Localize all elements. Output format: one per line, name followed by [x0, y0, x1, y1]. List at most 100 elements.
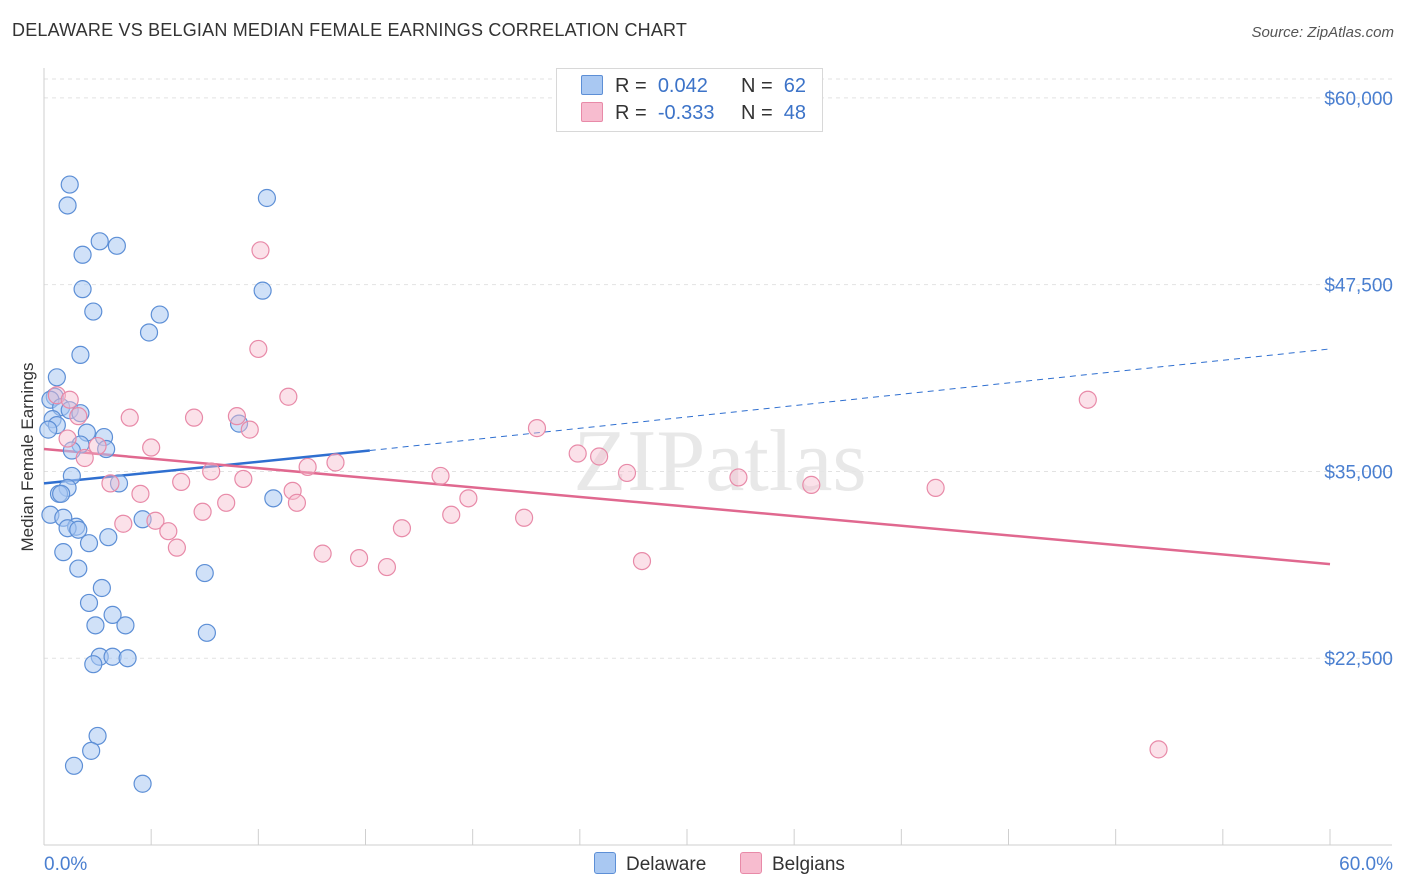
- belgians-swatch: [740, 852, 762, 874]
- legend-n-value: 48: [783, 102, 806, 124]
- belgians-point: [926, 478, 945, 497]
- belgians-point: [234, 469, 253, 489]
- y-tick-label: $22,500: [1324, 649, 1393, 670]
- belgians-point: [298, 457, 317, 477]
- delaware-point: [99, 528, 118, 547]
- stats-legend: R = 0.042 N = 62 R = -0.333 N = 48: [556, 68, 823, 132]
- trend-lines: [43, 348, 1331, 566]
- delaware-point: [60, 175, 79, 194]
- belgians-point: [1149, 740, 1168, 759]
- legend-swatch-belgians: [581, 102, 603, 122]
- x-ticks: [150, 829, 1331, 845]
- chart-title: DELAWARE VS BELGIAN MEDIAN FEMALE EARNIN…: [12, 20, 688, 40]
- delaware-point: [257, 188, 277, 208]
- legend-item-belgians: Belgians: [740, 852, 845, 876]
- delaware-point: [118, 649, 137, 668]
- belgians-point: [167, 538, 186, 557]
- delaware-point: [71, 404, 90, 423]
- legend-n-label: N =: [740, 102, 773, 124]
- y-tick-label: $47,500: [1324, 276, 1393, 297]
- y-axis-label: Median Female Earnings: [18, 363, 37, 552]
- y-tick-labels: $22,500 $35,000 $47,500 $60,000: [1324, 89, 1393, 670]
- delaware-point: [264, 489, 283, 508]
- legend-n-label: N =: [740, 75, 773, 97]
- delaware-point: [54, 543, 73, 562]
- delaware-point: [39, 420, 58, 439]
- legend-item-delaware: Delaware: [594, 852, 706, 876]
- delaware-point: [150, 305, 169, 324]
- belgians-point: [527, 419, 547, 438]
- legend-r-value: -0.333: [657, 102, 715, 124]
- legend-swatch-delaware: [581, 75, 603, 95]
- belgians-point: [58, 429, 77, 448]
- belgians-point: [377, 557, 397, 577]
- delaware-point: [69, 520, 88, 539]
- belgians-point: [146, 511, 165, 530]
- belgians-point: [326, 453, 345, 472]
- legend-row-belgians: R = -0.333 N = 48: [581, 102, 806, 126]
- belgians-point: [392, 519, 412, 538]
- belgians-point: [227, 407, 246, 426]
- delaware-points: [39, 175, 283, 793]
- belgians-point: [590, 447, 609, 466]
- belgians-point: [69, 407, 88, 426]
- belgians-point: [515, 508, 534, 527]
- belgians-point: [131, 484, 150, 503]
- delaware-point: [103, 605, 122, 624]
- delaware-point: [79, 534, 99, 553]
- belgians-point: [313, 544, 332, 563]
- belgians-point: [1078, 390, 1097, 409]
- delaware-point: [133, 774, 152, 793]
- belgians-label: Belgians: [772, 854, 845, 875]
- belgians-point: [251, 241, 270, 260]
- delaware-point: [47, 368, 66, 387]
- delaware-point: [103, 647, 122, 666]
- belgians-point: [442, 505, 461, 524]
- belgians-point: [802, 475, 821, 494]
- delaware-label: Delaware: [626, 854, 707, 875]
- belgians-point: [193, 502, 212, 521]
- delaware-point: [253, 281, 272, 300]
- delaware-trend-extension: [369, 348, 1331, 452]
- belgians-point: [202, 462, 221, 481]
- delaware-point: [69, 559, 88, 578]
- belgians-point: [632, 551, 652, 571]
- source-label: Source: ZipAtlas.com: [1251, 24, 1394, 41]
- x-tick-label-start: 0.0%: [44, 854, 87, 875]
- delaware-point: [71, 345, 90, 364]
- y-tick-label: $35,000: [1324, 462, 1393, 483]
- delaware-point: [82, 741, 101, 760]
- delaware-point: [84, 655, 103, 674]
- delaware-point: [107, 236, 126, 255]
- delaware-point: [64, 756, 84, 775]
- delaware-point: [73, 280, 92, 299]
- delaware-point: [79, 593, 99, 613]
- belgians-point: [431, 466, 450, 486]
- delaware-point: [116, 616, 135, 635]
- belgians-point: [349, 549, 369, 568]
- legend-row-delaware: R = 0.042 N = 62: [581, 75, 806, 99]
- legend-r-label: R =: [615, 102, 647, 124]
- belgians-point: [279, 387, 298, 406]
- delaware-trend-line: [43, 449, 370, 485]
- belgians-point: [287, 493, 307, 512]
- delaware-point: [197, 623, 216, 642]
- belgians-point: [617, 463, 637, 483]
- watermark: ZIPatlas: [573, 413, 866, 510]
- delaware-point: [86, 616, 105, 635]
- delaware-point: [90, 232, 109, 251]
- belgians-point: [114, 514, 133, 533]
- delaware-point: [92, 578, 111, 598]
- belgians-point: [142, 438, 161, 457]
- delaware-point: [229, 414, 249, 433]
- delaware-point: [73, 245, 92, 264]
- delaware-point: [84, 302, 103, 321]
- belgians-point: [172, 472, 191, 492]
- belgians-point: [568, 444, 587, 463]
- belgians-points: [47, 241, 1168, 759]
- legend-r-value: 0.042: [657, 75, 708, 97]
- belgians-point: [159, 522, 178, 541]
- axes: [43, 68, 1392, 846]
- belgians-point: [283, 481, 302, 500]
